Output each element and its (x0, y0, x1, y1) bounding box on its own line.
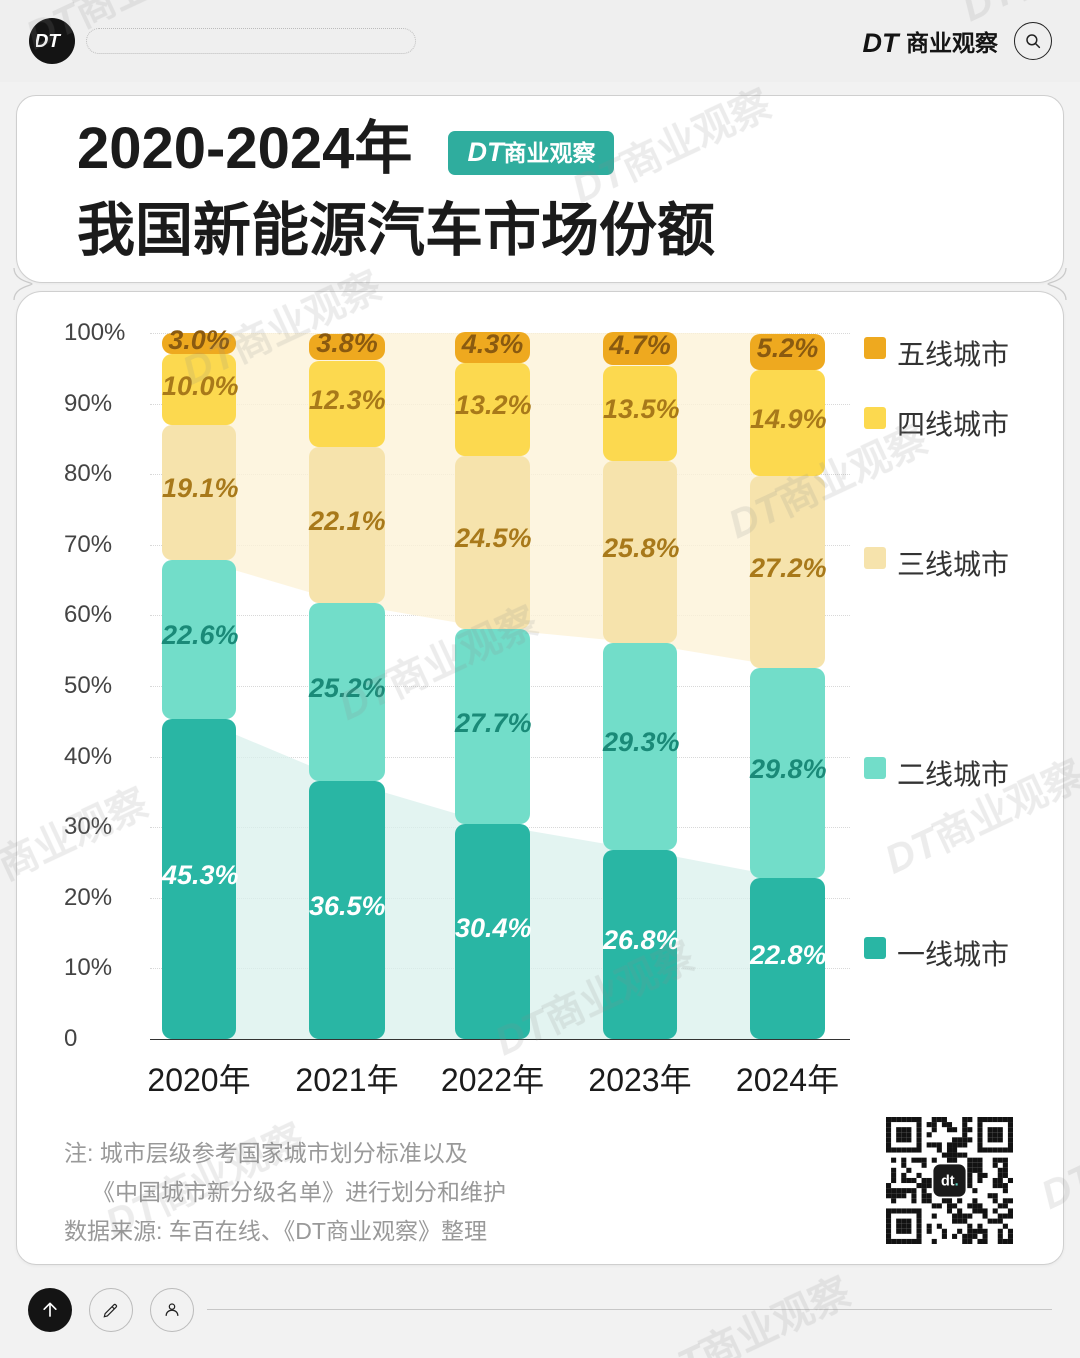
svg-text:dt.: dt. (941, 1174, 959, 1190)
